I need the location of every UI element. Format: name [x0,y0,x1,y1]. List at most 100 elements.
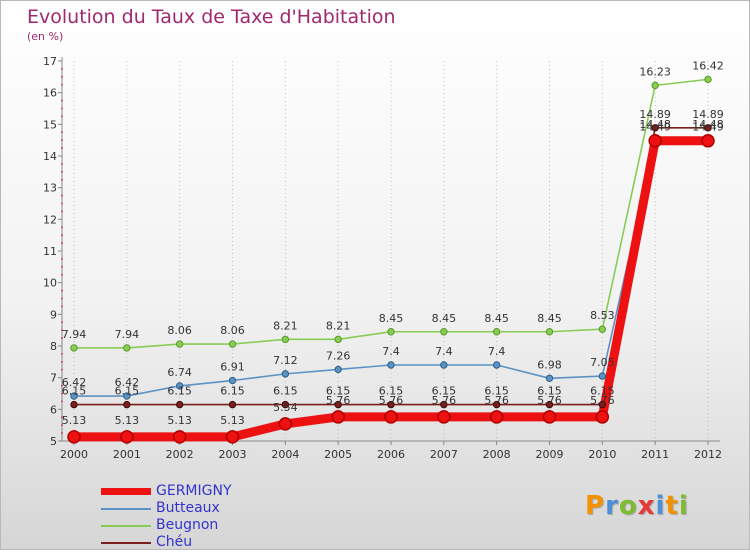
y-minor-dot [61,115,63,118]
data-point-butteaux-2005 [334,365,342,374]
y-minor-dot [61,353,63,355]
data-label-ch-u-2009: 6.15 [537,385,562,398]
proxiti-logo: Proxiti [585,491,689,521]
data-label-germigny-2006: 5.76 [379,394,404,407]
data-point-ch-u-2009 [545,400,554,409]
y-minor-dot [61,424,63,427]
data-point-beugnon-2012 [704,75,712,84]
y-tick-label-17: 17 [43,55,57,68]
x-tick-label-2012: 2012 [694,448,722,461]
data-label-butteaux-2012: 14.49 [692,120,724,133]
data-label-beugnon-2008: 8.45 [484,312,509,325]
y-minor-dot [61,139,63,142]
data-label-germigny-2002: 5.13 [167,414,192,427]
data-label-germigny-2007: 5.76 [432,394,457,407]
data-point-beugnon-2001 [123,344,131,352]
data-point-beugnon-2006 [387,328,395,336]
x-tick-label-2002: 2002 [166,448,194,461]
data-label-butteaux-2011: 14.49 [639,120,671,133]
y-tick-label-7: 7 [50,372,57,385]
data-point-germigny-2002 [172,430,187,444]
data-label-beugnon-2004: 8.21 [273,319,298,332]
data-label-germigny-2001: 5.13 [115,414,140,427]
y-tick-label-9: 9 [50,308,57,321]
data-point-butteaux-2003 [228,376,237,385]
data-point-butteaux-2000 [70,392,78,400]
y-minor-dot [61,368,63,371]
data-point-beugnon-2002 [175,340,184,348]
data-point-beugnon-2007 [440,328,448,336]
data-point-germigny-2005 [331,410,345,424]
data-label-butteaux-2008: 7.4 [488,345,506,358]
chart-title: Evolution du Taux de Taxe d'Habitation [27,6,396,28]
data-label-ch-u-2007: 6.15 [432,385,457,398]
data-label-germigny-2009: 5.76 [537,394,562,407]
data-point-germigny-2000 [67,430,81,444]
data-point-germigny-2011 [648,134,662,148]
data-point-ch-u-2006 [387,400,395,409]
y-minor-dot [61,99,63,102]
y-minor-dot [61,242,63,244]
x-tick-label-2001: 2001 [113,448,141,461]
y-minor-dot [61,400,63,403]
chart-subtitle: (en %) [27,30,64,43]
data-label-germigny-2000: 5.13 [62,414,87,427]
data-point-germigny-2010 [595,410,610,424]
y-minor-dot [61,68,63,70]
data-point-beugnon-2000 [70,344,78,352]
y-tick-label-12: 12 [43,213,57,226]
data-point-ch-u-2010 [598,400,607,409]
y-minor-dot [61,384,63,387]
y-minor-dot [61,75,63,78]
y-tick-label-13: 13 [43,182,57,195]
data-point-butteaux-2007 [440,361,448,369]
data-label-beugnon-2007: 8.45 [432,312,457,325]
data-point-ch-u-2002 [175,400,184,409]
data-point-ch-u-2007 [440,400,448,409]
legend-swatch-butteaux [101,508,151,510]
y-minor-dot [61,194,63,197]
data-label-butteaux-2000: 6.42 [62,376,87,389]
data-label-butteaux-2003: 6.91 [220,361,245,374]
data-point-beugnon-2009 [545,328,554,336]
data-label-beugnon-2002: 8.06 [167,324,192,337]
data-point-germigny-2009 [542,410,557,424]
y-minor-dot [61,131,63,134]
data-point-butteaux-2006 [387,361,395,369]
y-minor-dot [61,329,63,332]
data-point-butteaux-2009 [545,374,554,382]
y-minor-dot [61,337,63,339]
legend-swatch-beugnon [101,525,151,527]
y-minor-dot [61,147,63,149]
y-minor-dot [61,234,63,237]
data-label-germigny-2010: 5.76 [590,394,615,407]
data-label-ch-u-2010: 6.15 [590,385,615,398]
data-point-beugnon-2008 [492,328,501,336]
y-minor-dot [61,392,63,395]
legend-label-germigny: GERMIGNY [156,483,232,499]
data-label-beugnon-2000: 7.94 [62,328,87,341]
y-tick-label-10: 10 [43,277,57,290]
y-tick-label-6: 6 [50,403,57,416]
legend-label-beugnon: Beugnon [156,517,219,533]
data-label-butteaux-2010: 7.05 [590,356,615,369]
data-point-ch-u-2003 [228,400,237,409]
data-point-beugnon-2003 [228,340,237,348]
data-label-butteaux-2001: 6.42 [115,376,140,389]
y-minor-dot [61,210,63,213]
data-label-ch-u-2012: 14.89 [692,108,724,121]
data-label-ch-u-2003: 6.15 [220,385,245,398]
y-tick-label-14: 14 [43,150,57,163]
y-minor-dot [61,83,63,86]
x-tick-label-2004: 2004 [271,448,299,461]
data-point-ch-u-2001 [123,400,131,409]
y-minor-dot [61,107,63,110]
data-label-germigny-2012: 14.48 [692,118,724,131]
x-tick-label-2005: 2005 [324,448,352,461]
data-label-beugnon-2009: 8.45 [537,312,562,325]
legend-swatch-germigny [101,488,151,495]
data-label-germigny-2008: 5.76 [484,394,509,407]
data-point-butteaux-2004 [281,370,290,378]
x-tick-label-2003: 2003 [219,448,247,461]
